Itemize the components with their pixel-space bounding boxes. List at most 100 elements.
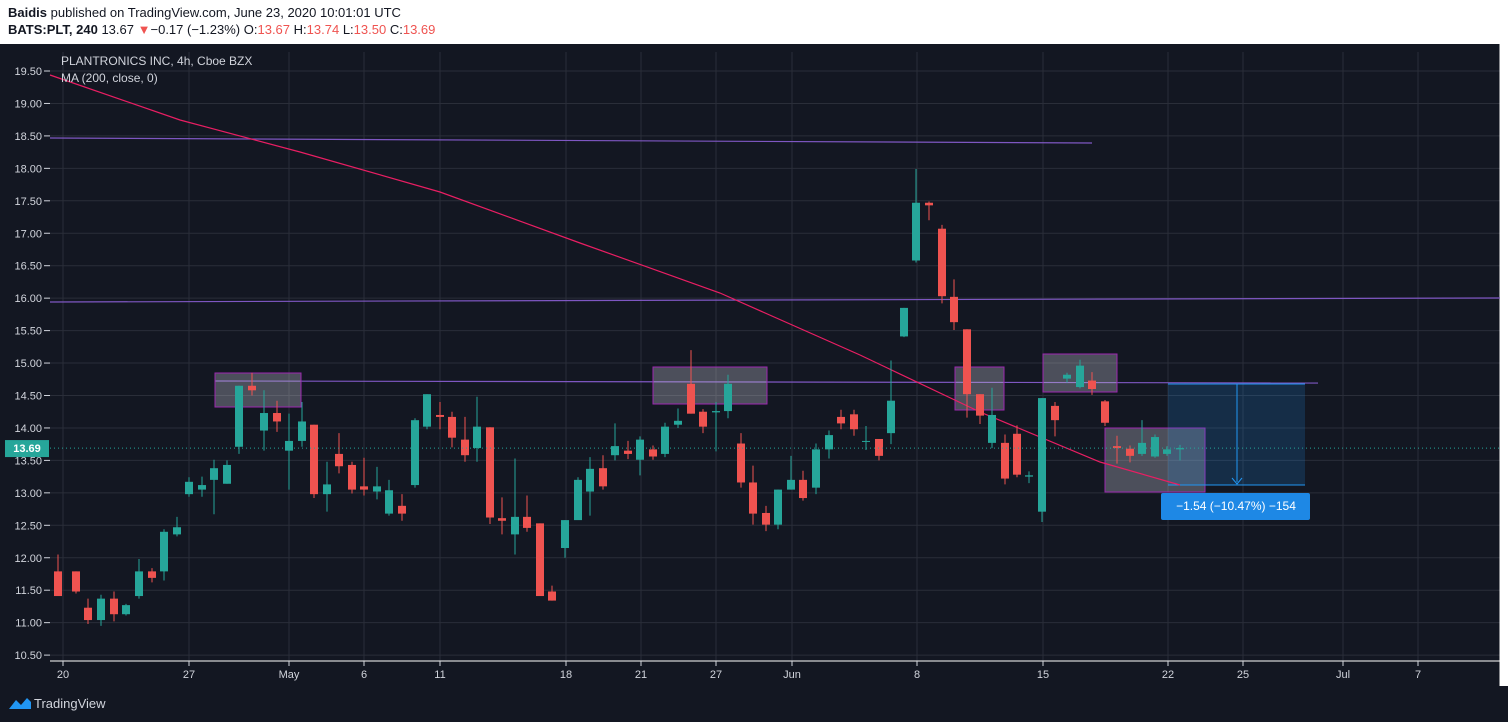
candle[interactable]	[1038, 398, 1046, 523]
candle[interactable]	[1051, 401, 1059, 437]
candle[interactable]	[135, 559, 143, 599]
candle[interactable]	[599, 455, 607, 490]
candle[interactable]	[850, 409, 858, 436]
candle[interactable]	[837, 409, 845, 430]
candle[interactable]	[198, 476, 206, 497]
candle[interactable]	[335, 433, 343, 474]
candle[interactable]	[724, 374, 732, 419]
candle[interactable]	[72, 571, 80, 594]
candle[interactable]	[661, 422, 669, 458]
price-chart[interactable]: −1.54 (−10.47%) −154 19.50 19.00 18.50 18.0…	[0, 44, 1508, 686]
candle[interactable]	[248, 372, 256, 396]
candle[interactable]	[548, 585, 556, 601]
candle[interactable]	[561, 520, 569, 558]
tradingview-brand[interactable]: TradingView	[34, 696, 106, 711]
candle[interactable]	[436, 401, 444, 430]
candle[interactable]	[825, 430, 833, 459]
candle[interactable]	[774, 489, 782, 530]
candle[interactable]	[173, 516, 181, 537]
candle[interactable]	[185, 477, 193, 497]
time-axis[interactable]: 20 27 May 6 11 18 21 27 Jun 8 15 22 25 Jul 7	[57, 661, 1421, 681]
candle[interactable]	[1113, 435, 1121, 464]
candle[interactable]	[160, 529, 168, 581]
highlight-box[interactable]	[214, 372, 302, 408]
candle[interactable]	[862, 426, 870, 451]
candle[interactable]	[624, 440, 632, 460]
candle[interactable]	[976, 394, 984, 425]
candle[interactable]	[84, 598, 92, 624]
candle[interactable]	[1063, 372, 1071, 383]
candle[interactable]	[498, 497, 506, 535]
candle[interactable]	[1101, 400, 1109, 427]
candle[interactable]	[887, 360, 895, 445]
candle[interactable]	[586, 457, 594, 516]
candle[interactable]	[649, 445, 657, 460]
candle[interactable]	[360, 457, 368, 496]
candle[interactable]	[925, 201, 933, 221]
price-range-measure[interactable]: −1.54 (−10.47%) −154	[1161, 383, 1310, 520]
trendline-upper-resistance[interactable]	[49, 137, 1093, 144]
candle[interactable]	[210, 459, 218, 515]
author-name[interactable]: Baidis	[8, 5, 48, 20]
candle[interactable]	[1151, 434, 1159, 458]
candle[interactable]	[812, 443, 820, 495]
candle[interactable]	[674, 408, 682, 428]
candle[interactable]	[511, 458, 519, 555]
candle[interactable]	[536, 523, 544, 597]
candle[interactable]	[423, 394, 431, 430]
candle[interactable]	[398, 494, 406, 521]
candle[interactable]	[448, 411, 456, 448]
candle[interactable]	[1025, 471, 1033, 484]
candle[interactable]	[486, 427, 494, 525]
candle[interactable]	[574, 477, 582, 521]
trendlines[interactable]	[49, 137, 1501, 384]
candlestick-series[interactable]	[54, 168, 1184, 626]
candle[interactable]	[385, 479, 393, 516]
candle[interactable]	[699, 409, 707, 434]
candle[interactable]	[373, 466, 381, 500]
candle[interactable]	[411, 418, 419, 488]
candle[interactable]	[473, 396, 481, 462]
candle[interactable]	[310, 424, 318, 499]
candle[interactable]	[737, 433, 745, 488]
candle[interactable]	[611, 423, 619, 461]
candle[interactable]	[285, 413, 293, 490]
candle[interactable]	[54, 554, 62, 597]
candle[interactable]	[298, 401, 306, 447]
candle[interactable]	[1176, 444, 1184, 461]
candle[interactable]	[636, 436, 644, 476]
candle[interactable]	[323, 461, 331, 512]
candle[interactable]	[900, 307, 908, 338]
candle[interactable]	[938, 224, 946, 304]
candle[interactable]	[273, 400, 281, 432]
candle[interactable]	[712, 401, 720, 452]
candle[interactable]	[749, 465, 757, 525]
candle[interactable]	[762, 505, 770, 532]
trendline-mid-resistance[interactable]	[49, 297, 1501, 303]
candle[interactable]	[799, 470, 807, 501]
candle[interactable]	[348, 461, 356, 494]
candle[interactable]	[1088, 372, 1096, 395]
tradingview-logo-icon[interactable]	[8, 696, 32, 710]
candle[interactable]	[97, 594, 105, 626]
candle[interactable]	[875, 438, 883, 461]
candle[interactable]	[950, 279, 958, 330]
candle[interactable]	[235, 385, 243, 454]
candle[interactable]	[523, 495, 531, 532]
candle[interactable]	[1001, 434, 1009, 485]
candle[interactable]	[963, 329, 971, 418]
candle[interactable]	[687, 350, 695, 414]
candle[interactable]	[148, 568, 156, 583]
candle[interactable]	[223, 460, 231, 484]
candle[interactable]	[122, 603, 130, 616]
candle[interactable]	[787, 455, 795, 490]
candle[interactable]	[260, 390, 268, 451]
candle[interactable]	[461, 416, 469, 462]
price-axis[interactable]: 19.50 19.00 18.50 18.00 17.50 17.00 16.50 16.00…	[5, 66, 1500, 662]
candle[interactable]	[988, 387, 996, 449]
candle[interactable]	[1013, 425, 1021, 478]
candle[interactable]	[110, 591, 118, 622]
candle[interactable]	[1076, 359, 1084, 389]
highlight-box[interactable]	[652, 366, 768, 405]
candle[interactable]	[912, 168, 920, 263]
